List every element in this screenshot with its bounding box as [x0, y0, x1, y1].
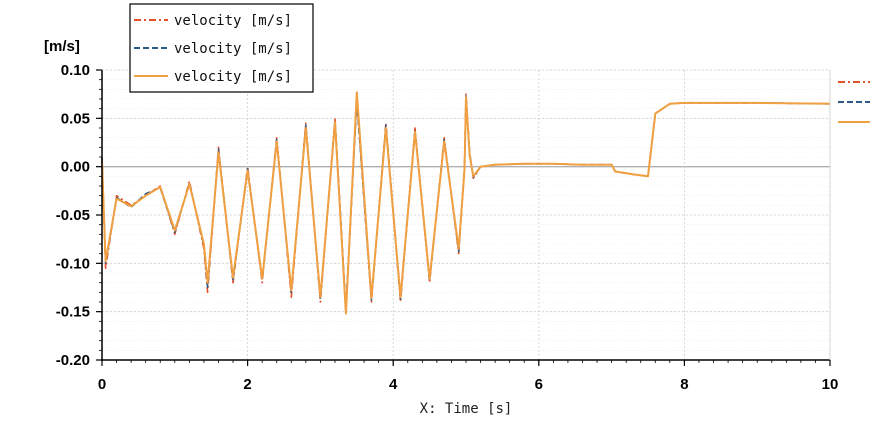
x-axis-title: X: Time [s]	[420, 401, 513, 417]
side-legend	[838, 81, 870, 123]
series-layer	[101, 91, 831, 315]
series-line-3	[101, 91, 831, 315]
legend-box	[129, 3, 314, 93]
y-tick-label: -0.05	[56, 207, 90, 224]
y-tick-label: 0.05	[61, 110, 90, 127]
y-tick-label: 0.00	[61, 159, 90, 176]
grid	[101, 69, 831, 361]
legend: velocity [m/s] velocity [m/s] velocity [m/…	[129, 3, 314, 93]
x-tick-label: 6	[535, 376, 543, 393]
x-tick-label: 10	[822, 376, 839, 393]
legend-label: velocity [m/s]	[174, 41, 292, 57]
x-tick-label: 4	[389, 376, 398, 393]
x-tick-label: 8	[680, 376, 688, 393]
y-tick-label: 0.10	[61, 62, 90, 79]
legend-label: velocity [m/s]	[174, 13, 292, 29]
x-tick-label: 2	[243, 376, 251, 393]
y-tick-label: -0.10	[56, 255, 90, 272]
y-unit-label: [m/s]	[44, 38, 80, 55]
axes: 0.10 0.05 0.00 -0.05 -0.10 -0.15 -0.20 0 2 4 6 8 10	[56, 62, 839, 393]
y-tick-label: -0.15	[56, 304, 90, 321]
legend-label: velocity [m/s]	[174, 69, 292, 85]
x-tick-label: 0	[98, 376, 106, 393]
series-line-2	[101, 95, 831, 310]
y-tick-label: -0.20	[56, 352, 90, 369]
